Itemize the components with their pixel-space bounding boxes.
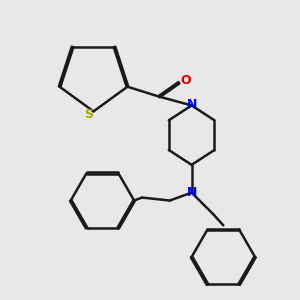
Text: N: N [186,98,197,111]
Text: S: S [84,108,93,121]
Text: O: O [181,74,191,87]
Text: N: N [186,186,197,199]
